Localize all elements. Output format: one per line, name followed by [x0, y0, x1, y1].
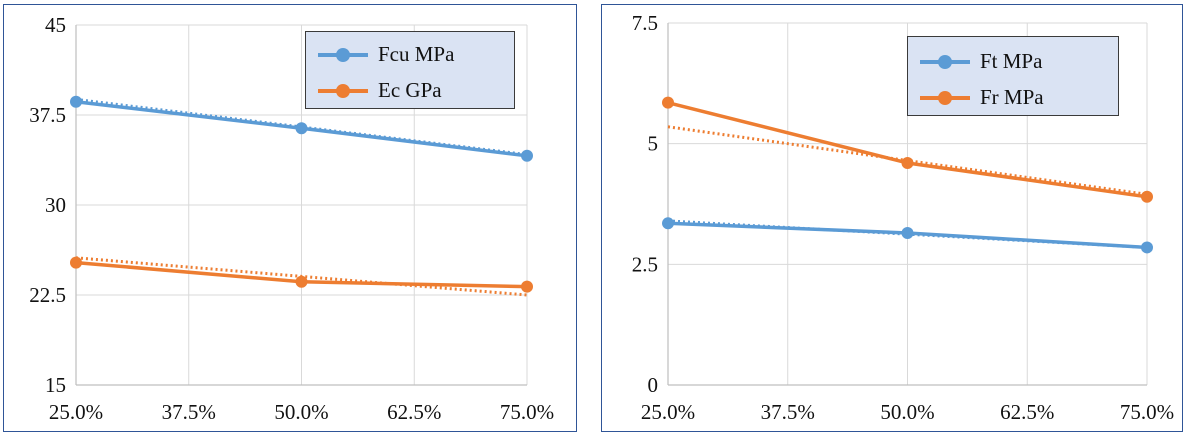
data-point-left-0: [70, 95, 82, 108]
chart-panel-right: 25.0% 37.5% 50.0% 62.5% 75.0% 0 2.5 5 7.5 Ft MPa…: [601, 4, 1183, 432]
x-tick-label: 75.0%: [1120, 400, 1174, 424]
x-tick-label: 50.0%: [880, 400, 934, 424]
legend-left: Fcu MPa Ec GPa: [305, 31, 515, 109]
y-tick-label: 7.5: [632, 11, 658, 35]
chart-panel-left: 25.0% 37.5% 50.0% 62.5% 75.0% 15 22.5 30 37.5 45 …: [3, 4, 577, 432]
chart-left-svg: 25.0% 37.5% 50.0% 62.5% 75.0% 15 22.5 30 37.5 45: [29, 13, 554, 424]
x-tick-label: 37.5%: [761, 400, 815, 424]
data-point-left-0: [295, 122, 308, 135]
data-point-right-1: [901, 156, 914, 169]
data-point-right-0: [662, 217, 674, 230]
legend-marker-fcu: [336, 48, 350, 62]
data-point-right-1: [662, 96, 674, 109]
legend-right: Ft MPa Fr MPa: [907, 36, 1119, 116]
legend-marker-fr: [938, 91, 952, 105]
legend-label-ec: Ec GPa: [378, 78, 442, 102]
x-tick-label: 62.5%: [387, 400, 441, 424]
y-tick-label: 0: [648, 373, 659, 397]
y-tick-label: 30: [45, 193, 66, 217]
data-point-right-0: [1141, 241, 1153, 254]
y-tick-label: 45: [45, 13, 66, 37]
y-tick-label: 22.5: [29, 283, 66, 307]
legend-marker-ft: [938, 55, 952, 69]
x-tick-label: 50.0%: [274, 400, 328, 424]
legend-item-ec: Ec GPa: [306, 76, 514, 104]
x-tick-label: 75.0%: [500, 400, 554, 424]
data-point-right-1: [1141, 190, 1153, 203]
legend-label-fr: Fr MPa: [980, 85, 1044, 109]
data-point-left-1: [295, 275, 308, 288]
x-tick-label: 37.5%: [162, 400, 216, 424]
legend-item-fcu: Fcu MPa: [306, 40, 514, 68]
legend-label-ft: Ft MPa: [980, 49, 1043, 73]
x-tick-label: 62.5%: [1000, 400, 1054, 424]
y-tick-label: 15: [45, 373, 66, 397]
x-tick-label: 25.0%: [49, 400, 103, 424]
data-point-right-0: [901, 226, 914, 239]
data-point-left-0: [521, 149, 533, 162]
legend-item-ft: Ft MPa: [908, 47, 1118, 75]
legend-label-fcu: Fcu MPa: [378, 42, 455, 66]
data-point-left-1: [70, 256, 82, 269]
x-tick-label: 25.0%: [641, 400, 695, 424]
chart-right-svg: 25.0% 37.5% 50.0% 62.5% 75.0% 0 2.5 5 7.5: [632, 11, 1174, 424]
y-tick-label: 5: [648, 132, 659, 156]
y-tick-label: 2.5: [632, 252, 658, 276]
legend-item-fr: Fr MPa: [908, 83, 1118, 111]
trendline-left-0: [75, 97, 528, 157]
data-point-left-1: [521, 280, 533, 293]
legend-marker-ec: [336, 84, 350, 98]
y-tick-label: 37.5: [29, 103, 66, 127]
